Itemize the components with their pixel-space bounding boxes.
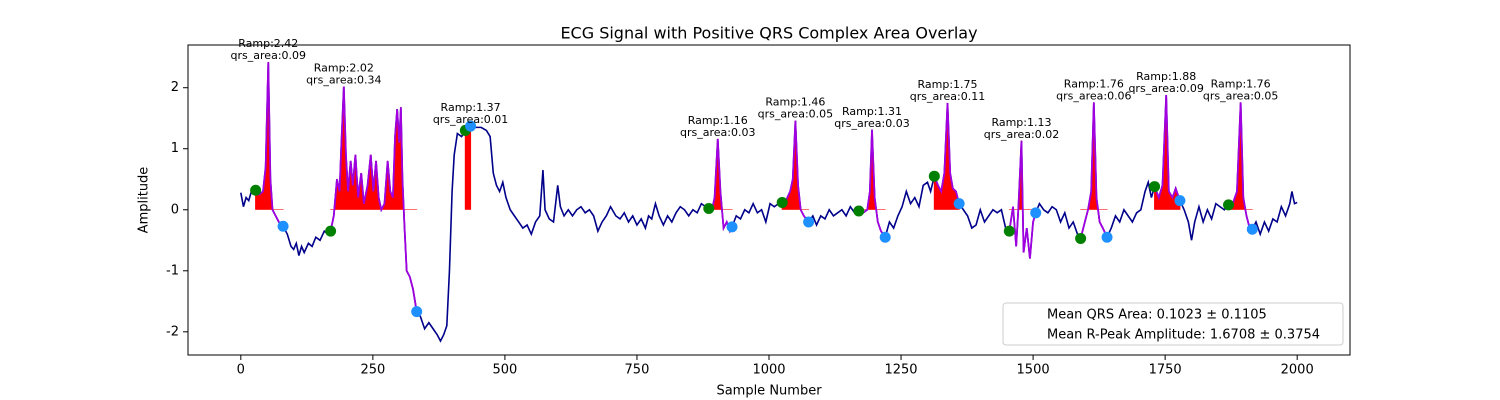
x-tick-label: 750	[625, 363, 650, 378]
annotation: Ramp:1.76	[1064, 77, 1124, 90]
annotation: qrs_area:0.06	[1056, 89, 1131, 102]
y-tick-label: -2	[166, 324, 179, 339]
qrs-overlay	[329, 86, 418, 312]
annotation: Ramp:1.13	[991, 116, 1051, 129]
x-tick-label: 1000	[752, 363, 785, 378]
annotation: qrs_area:0.03	[834, 117, 909, 130]
x-tick-label: 0	[237, 363, 245, 378]
annotation: qrs_area:0.03	[680, 126, 755, 139]
qrs-onset	[1149, 181, 1161, 193]
annotation: Ramp:1.76	[1211, 77, 1271, 90]
y-tick-label: 1	[171, 141, 179, 156]
x-tick-label: 1750	[1149, 363, 1182, 378]
annotation: Ramp:1.37	[441, 101, 501, 114]
qrs-area	[464, 125, 472, 210]
x-axis-label: Sample Number	[716, 384, 822, 399]
y-tick-label: 0	[171, 202, 179, 217]
qrs-offset	[465, 120, 477, 132]
qrs-onset	[325, 225, 337, 237]
qrs-overlay	[1079, 102, 1108, 239]
qrs-offset	[1030, 207, 1042, 219]
legend-box	[1002, 302, 1344, 346]
qrs-onset	[703, 203, 715, 215]
qrs-overlay	[1008, 140, 1037, 259]
qrs-onset	[250, 184, 262, 196]
qrs-onset	[1223, 199, 1235, 211]
annotation: Ramp:1.16	[688, 114, 748, 127]
x-tick-label: 2000	[1281, 363, 1314, 378]
annotation: Ramp:1.75	[918, 78, 978, 91]
annotation: qrs_area:0.05	[1203, 89, 1278, 102]
qrs-overlay	[254, 62, 284, 227]
annotation: Ramp:1.88	[1136, 70, 1196, 83]
qrs-overlay	[858, 129, 886, 238]
qrs-overlay	[1153, 95, 1181, 201]
qrs-offset	[879, 231, 891, 243]
annotation: qrs_area:0.11	[910, 90, 985, 103]
annotation: Ramp:2.02	[314, 61, 374, 74]
annotation: qrs_area:0.05	[758, 108, 833, 121]
qrs-offset	[953, 198, 965, 210]
qrs-overlay	[933, 102, 961, 204]
annotation: qrs_area:0.09	[1128, 82, 1203, 95]
plot-frame	[187, 44, 1351, 356]
annotation: qrs_area:0.09	[231, 49, 306, 62]
x-tick-label: 1250	[884, 363, 917, 378]
qrs-onset	[928, 170, 940, 182]
qrs-offset	[1174, 195, 1186, 207]
annotation: qrs_area:0.34	[306, 73, 381, 86]
x-tick-label: 500	[492, 363, 517, 378]
qrs-offset	[726, 221, 738, 233]
qrs-onset	[1003, 225, 1015, 237]
qrs-offset	[803, 216, 815, 228]
qrs-overlay	[781, 120, 810, 223]
qrs-offset	[1101, 231, 1113, 243]
qrs-onset	[853, 205, 865, 217]
annotation: Ramp:1.31	[842, 105, 902, 118]
chart-title: ECG Signal with Positive QRS Complex Are…	[560, 24, 977, 43]
legend-entry: Mean R-Peak Amplitude: 1.6708 ± 0.3754	[1047, 328, 1320, 343]
qrs-offset	[411, 306, 423, 318]
qrs-onset	[1075, 232, 1087, 244]
annotation: Ramp:1.46	[765, 96, 825, 109]
y-axis-label: Amplitude	[137, 167, 152, 234]
qrs-offset	[277, 220, 289, 232]
annotation: Ramp:2.42	[238, 37, 298, 50]
x-tick-label: 1500	[1017, 363, 1050, 378]
annotation: qrs_area:0.02	[984, 128, 1059, 141]
y-tick-label: 2	[171, 80, 179, 95]
x-tick-label: 250	[360, 363, 385, 378]
qrs-overlay	[708, 138, 733, 234]
y-tick-label: -1	[166, 263, 179, 278]
legend-entry: Mean QRS Area: 0.1023 ± 0.1105	[1047, 308, 1267, 323]
annotation: qrs_area:0.01	[433, 113, 508, 126]
qrs-offset	[1246, 223, 1258, 235]
qrs-onset	[776, 196, 788, 208]
